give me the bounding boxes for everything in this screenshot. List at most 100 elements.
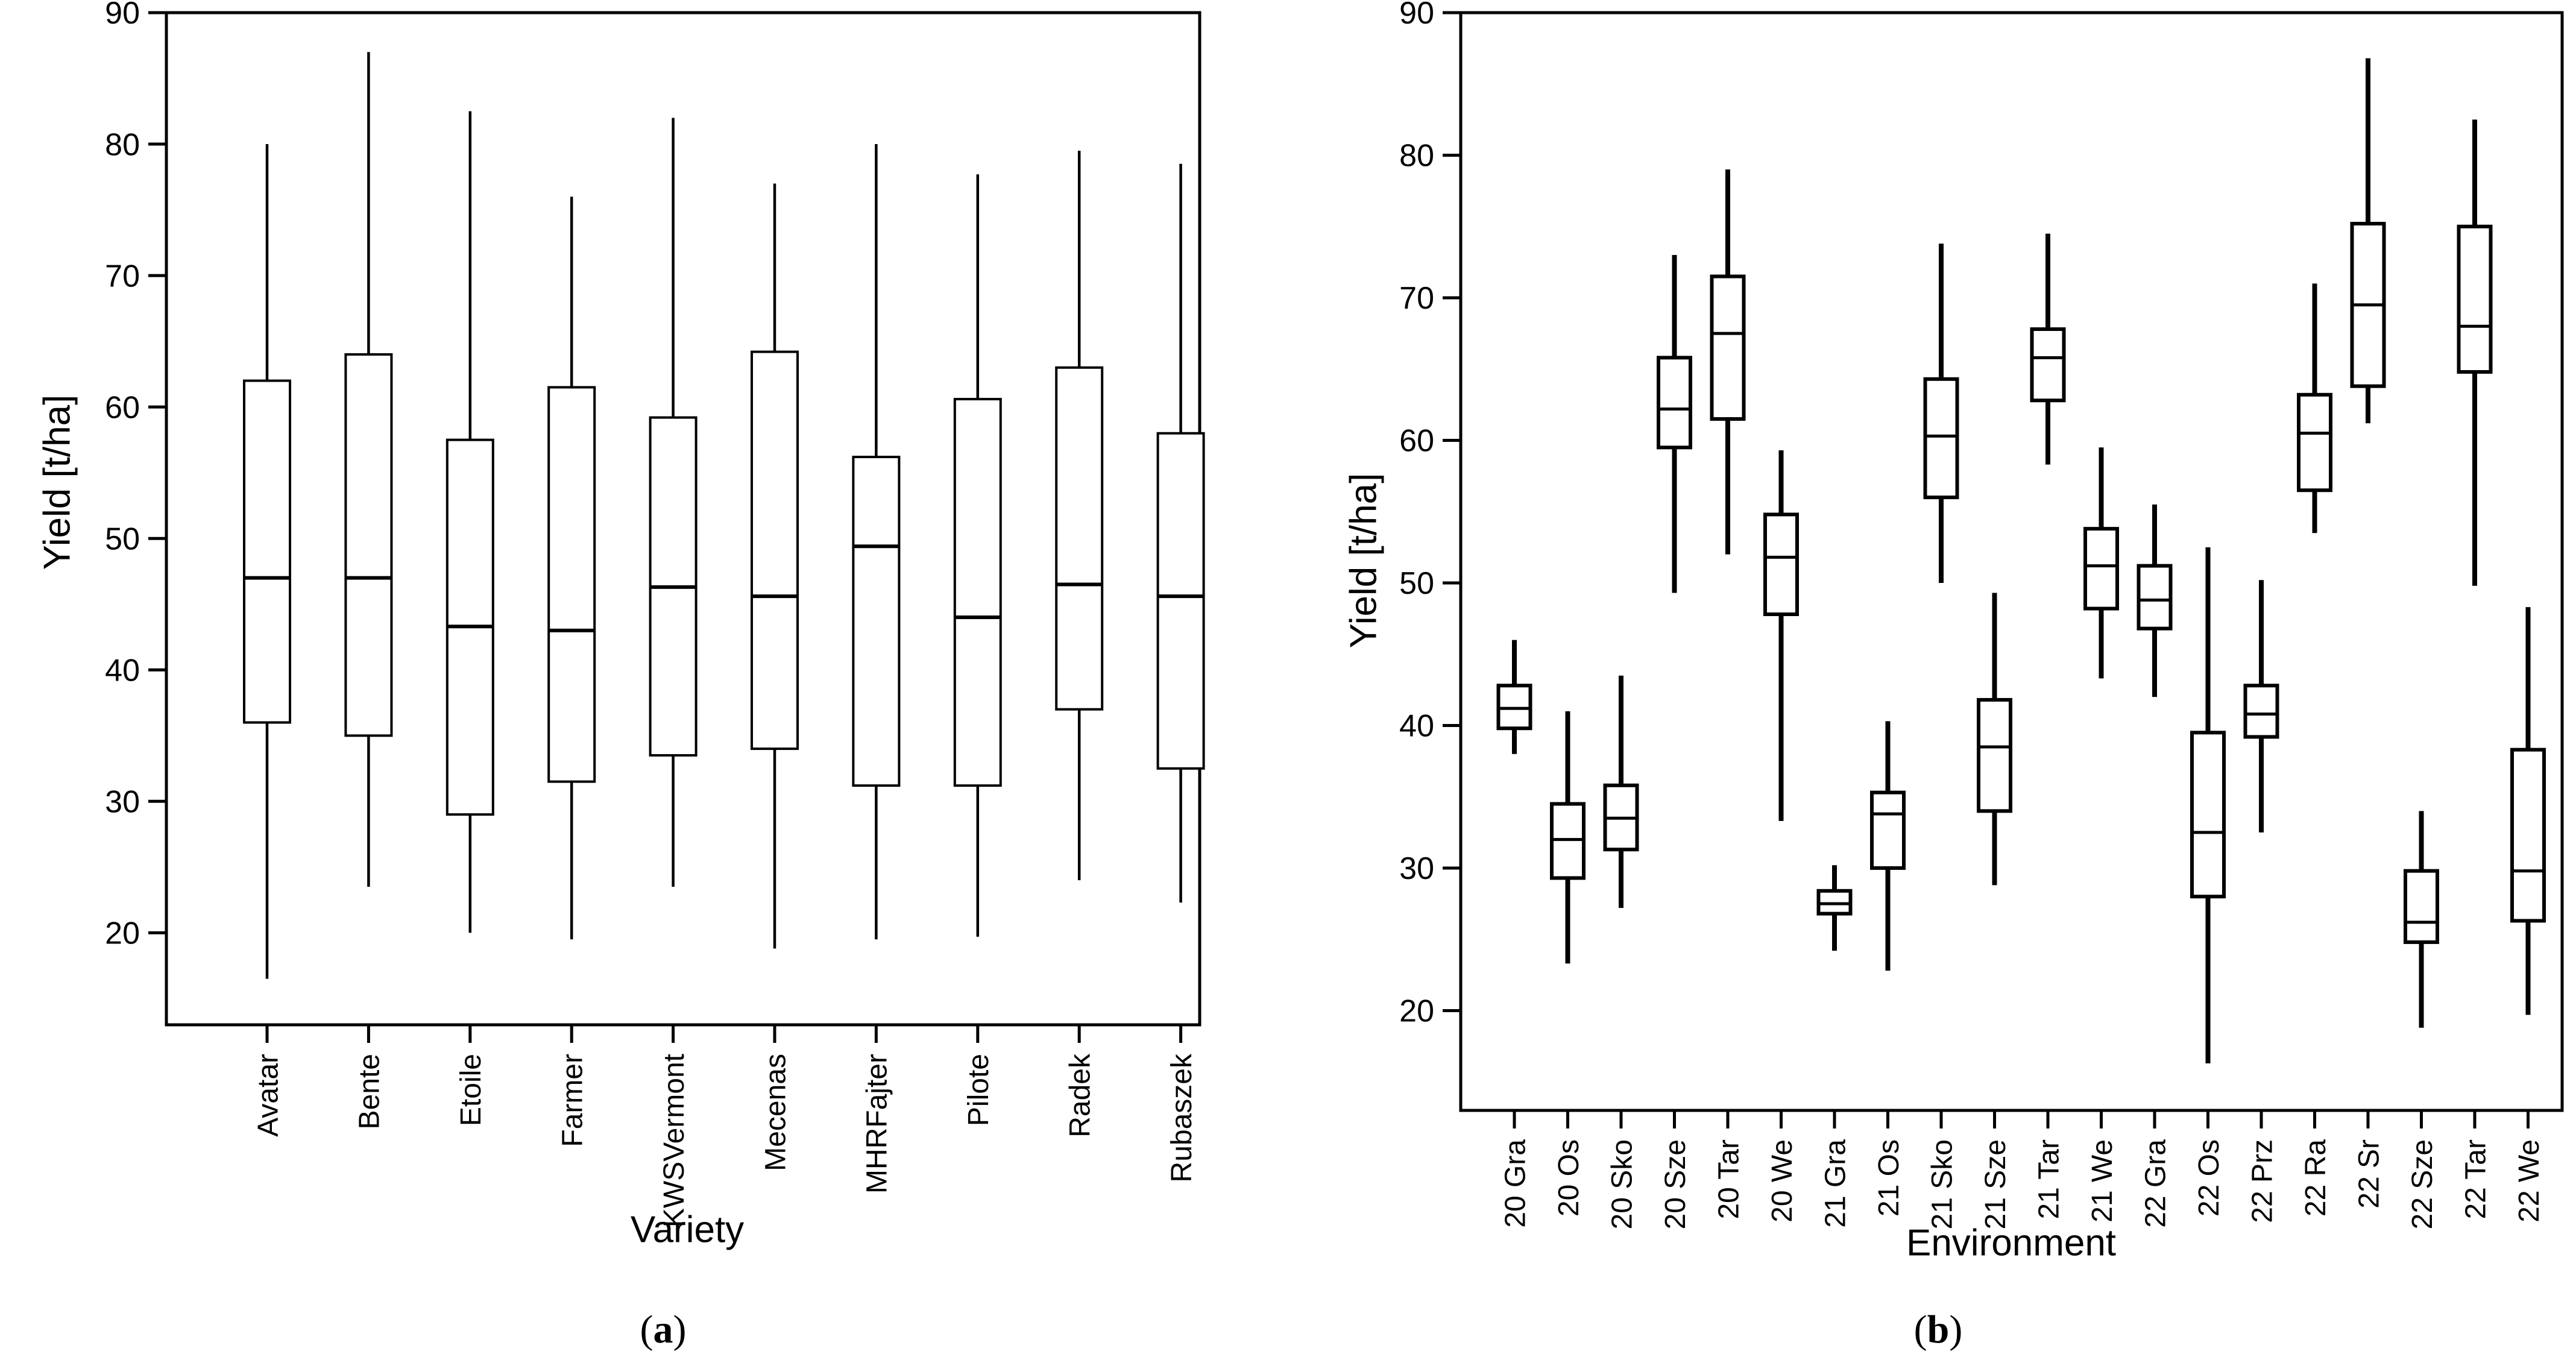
panel-a-category-label-kwsvermont: KWSVermont: [658, 1054, 690, 1227]
panel-b-box-22-gra: [2137, 504, 2173, 697]
panel-b-category-label-22-tar: 22 Tar: [2460, 1139, 2492, 1220]
iqr-box: [1763, 512, 1799, 617]
panel-a-box-rubaszek: [1156, 163, 1205, 903]
caption-a-open-paren: (: [640, 1308, 653, 1352]
panel-b-box-21-sko: [1923, 244, 1959, 583]
panel-b-category-label-21-we: 21 We: [2086, 1139, 2118, 1223]
panel-a-y-tick-label-20: 20: [105, 916, 140, 951]
panel-a-y-tick-label-50: 50: [105, 521, 140, 556]
panel-a-category-label-rubaszek: Rubaszek: [1166, 1053, 1198, 1182]
panel-a-box-avatar: [243, 144, 291, 979]
panel-b-box-22-sr: [2350, 58, 2386, 424]
iqr-box: [1156, 432, 1205, 770]
panel-a-category-label-farmer: Farmer: [556, 1054, 588, 1147]
panel-a-category-label-mecenas: Mecenas: [760, 1054, 792, 1171]
panel-b-category-label-22-sr: 22 Sr: [2353, 1139, 2385, 1209]
iqr-box: [2190, 731, 2226, 899]
iqr-box: [1870, 790, 1906, 870]
panel-b-category-label-20-we: 20 We: [1766, 1139, 1798, 1223]
iqr-box: [1923, 377, 1959, 500]
panel-b-y-tick-label-50: 50: [1399, 566, 1434, 601]
panel-a-box-radek: [1055, 150, 1104, 881]
panel-a-category-label-avatar: Avatar: [252, 1054, 284, 1137]
panel-a-category-label-bente: Bente: [354, 1054, 386, 1129]
panel-b-y-tick-label-20: 20: [1399, 994, 1434, 1029]
iqr-box: [2297, 392, 2332, 493]
panel-a-caption: (a): [640, 1307, 687, 1353]
panel-a-y-tick-label-90: 90: [105, 0, 140, 31]
iqr-box: [2030, 327, 2066, 403]
panel-a-box-mhrfajter: [852, 144, 901, 940]
panel-b-category-label-22-sze: 22 Sze: [2407, 1139, 2439, 1229]
panel-a-y-axis-title: Yield [t/ha]: [36, 394, 78, 570]
panel-b-category-label-20-sze: 20 Sze: [1660, 1139, 1692, 1229]
panel-b-box-22-prz: [2243, 580, 2279, 833]
panel-a-y-tick-label-30: 30: [105, 785, 140, 820]
panel-b-category-label-22-ra: 22 Ra: [2300, 1139, 2332, 1216]
panel-b-box-20-we: [1763, 450, 1799, 821]
panel-b-category-label-20-gra: 20 Gra: [1499, 1139, 1531, 1228]
panel-b-box-22-ra: [2297, 283, 2332, 533]
panel-b-box-20-sze: [1657, 255, 1692, 593]
panel-a-category-label-mhrfajter: MHRFajter: [861, 1054, 893, 1194]
panel-b-y-axis-title: Yield [t/ha]: [1343, 473, 1385, 649]
iqr-box: [852, 456, 901, 787]
panel-b-category-label-21-gra: 21 Gra: [1819, 1139, 1851, 1228]
iqr-box: [1055, 366, 1104, 711]
panel-b-category-label-21-sze: 21 Sze: [1980, 1139, 2012, 1229]
panel-a-box-farmer: [547, 197, 596, 940]
panel-b-y-tick-label-40: 40: [1399, 709, 1434, 744]
panel-a-box-kwsvermont: [649, 118, 698, 887]
panel-b-y-tick-label-90: 90: [1399, 0, 1434, 31]
caption-a-close-paren: ): [673, 1308, 687, 1352]
panel-b-category-label-22-os: 22 Os: [2193, 1139, 2225, 1216]
panel-b-box-22-tar: [2457, 119, 2493, 586]
panel-b-box-22-we: [2510, 607, 2546, 1015]
panel-a-x-axis-title: Variety: [630, 1209, 745, 1251]
panel-b-plot-frame: [1459, 11, 2564, 1112]
panel-a-box-mecenas: [751, 183, 799, 949]
iqr-box: [2510, 748, 2546, 923]
panel-a-box-pilote: [953, 174, 1002, 937]
panel-a: 20 30 40 50 60 70 80 90 Avatar Bente Etoile Farmer K…: [105, 0, 1205, 1227]
caption-b-close-paren: ): [1949, 1308, 1963, 1352]
panel-b-category-label-21-tar: 21 Tar: [2033, 1139, 2065, 1220]
panel-b-box-22-os: [2190, 547, 2226, 1063]
panel-b-category-label-20-os: 20 Os: [1553, 1139, 1585, 1216]
panel-b-box-21-we: [2083, 447, 2119, 679]
iqr-box: [953, 398, 1002, 787]
panel-b-category-label-20-tar: 20 Tar: [1713, 1139, 1745, 1220]
iqr-box: [2404, 869, 2439, 944]
iqr-box: [1710, 274, 1746, 421]
iqr-box: [1657, 356, 1692, 450]
iqr-box: [1977, 697, 2012, 813]
panel-a-y-tick-label-70: 70: [105, 259, 140, 294]
panel-b-box-20-sko: [1603, 675, 1639, 908]
panel-a-category-label-etoile: Etoile: [455, 1054, 487, 1126]
panel-b-box-21-os: [1870, 721, 1906, 971]
panel-a-category-label-pilote: Pilote: [963, 1054, 995, 1126]
caption-b-open-paren: (: [1913, 1308, 1927, 1352]
panel-b-category-label-20-sko: 20 Sko: [1606, 1139, 1638, 1229]
panel-b-y-tick-label-30: 30: [1399, 851, 1434, 886]
panel-a-y-tick-label-80: 80: [105, 127, 140, 162]
panel-a-box-etoile: [446, 111, 494, 933]
panel-b-caption: (b): [1914, 1307, 1963, 1353]
panel-b-x-axis-title: Environment: [1906, 1222, 2117, 1264]
panel-a-box-bente: [344, 52, 393, 887]
iqr-box: [243, 379, 291, 724]
iqr-box: [751, 350, 799, 751]
caption-b-letter: b: [1927, 1308, 1950, 1352]
iqr-box: [2137, 564, 2173, 631]
panel-b-category-label-22-gra: 22 Gra: [2140, 1139, 2171, 1228]
caption-a-letter: a: [653, 1308, 673, 1352]
iqr-box: [547, 386, 596, 783]
panel-b-box-22-sze: [2404, 811, 2439, 1028]
panel-b: 20 30 40 50 60 70 80 90 20 Gra 20 Os 20 Sko 20 Sze 2…: [1399, 0, 2564, 1229]
panel-b-box-20-os: [1550, 711, 1586, 964]
panel-b-y-tick-label-70: 70: [1399, 281, 1434, 316]
panel-a-y-tick-label-40: 40: [105, 653, 140, 688]
panel-b-y-tick-label-80: 80: [1399, 139, 1434, 174]
